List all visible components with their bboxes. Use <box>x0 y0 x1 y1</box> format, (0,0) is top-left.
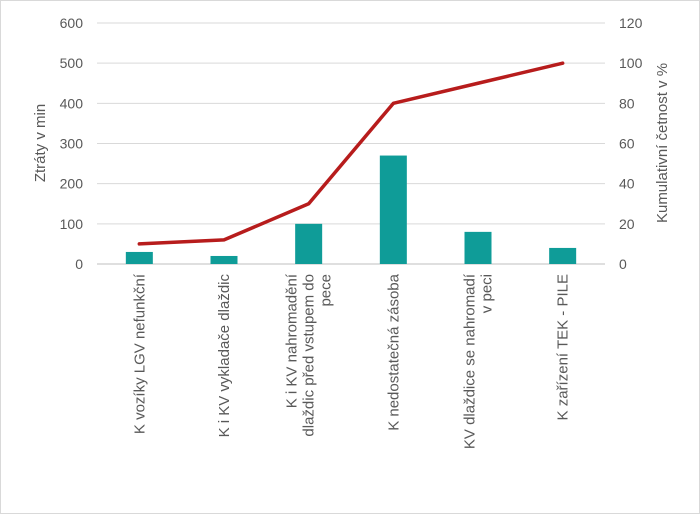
category-label-line: K zařízení TEK - PILE <box>555 274 572 420</box>
category-label: K vozíky LGV nefunkční <box>131 273 148 434</box>
category-label-line: K vozíky LGV nefunkční <box>131 273 148 434</box>
right-axis-title: Kumulativní četnost v % <box>654 63 671 223</box>
right-axis-ticks: 0 20 40 60 80 100 120 <box>619 15 643 272</box>
bar <box>295 223 323 264</box>
bar <box>125 251 153 264</box>
category-label-line: K nedostatečná zásoba <box>385 273 402 430</box>
category-labels: K vozíky LGV nefunkční K i KV vykladače d… <box>131 273 571 449</box>
category-label-line: K i KV nahromadění <box>284 273 301 408</box>
bar <box>549 247 577 264</box>
line-point <box>561 61 565 65</box>
line-point <box>391 101 395 105</box>
left-tick-label: 200 <box>60 176 84 192</box>
right-tick-label: 40 <box>619 176 635 192</box>
right-tick-label: 120 <box>619 15 643 31</box>
cumulative-line <box>137 61 565 246</box>
bar <box>464 231 492 264</box>
line-point <box>137 242 141 246</box>
cumulative-line-series <box>137 61 565 246</box>
category-label-line: KV dlaždice se nahromadí <box>462 273 479 449</box>
category-label: K i KV vykladače dlaždic <box>216 274 233 438</box>
line-point <box>307 202 311 206</box>
right-tick-label: 60 <box>619 136 635 152</box>
left-tick-label: 300 <box>60 136 84 152</box>
category-label-line: K i KV vykladače dlaždic <box>216 274 233 438</box>
left-tick-label: 400 <box>60 95 84 111</box>
left-tick-label: 0 <box>75 256 83 272</box>
category-label: K zařízení TEK - PILE <box>555 274 572 420</box>
line-point <box>476 81 480 85</box>
left-axis-title: Ztráty v min <box>32 104 49 182</box>
right-tick-label: 100 <box>619 55 643 71</box>
gridlines <box>97 22 605 265</box>
bar-series <box>125 155 577 264</box>
line-point <box>222 238 226 242</box>
category-label-line: dlaždic před vstupem do <box>301 274 318 437</box>
category-label-line: v peci <box>479 274 496 313</box>
left-tick-label: 600 <box>60 15 84 31</box>
left-tick-label: 500 <box>60 55 84 71</box>
category-label: KV dlaždice se nahromadív peci <box>462 273 496 449</box>
bar <box>379 155 407 264</box>
left-tick-label: 100 <box>60 216 84 232</box>
category-label-line: pece <box>318 274 335 307</box>
category-label: K nedostatečná zásoba <box>385 273 402 430</box>
right-tick-label: 20 <box>619 216 635 232</box>
category-label: K i KV nahromaděnídlaždic před vstupem d… <box>284 273 335 436</box>
right-tick-label: 0 <box>619 256 627 272</box>
bar <box>210 255 238 264</box>
left-axis-ticks: 0 100 200 300 400 500 600 <box>60 15 84 272</box>
right-tick-label: 80 <box>619 95 635 111</box>
